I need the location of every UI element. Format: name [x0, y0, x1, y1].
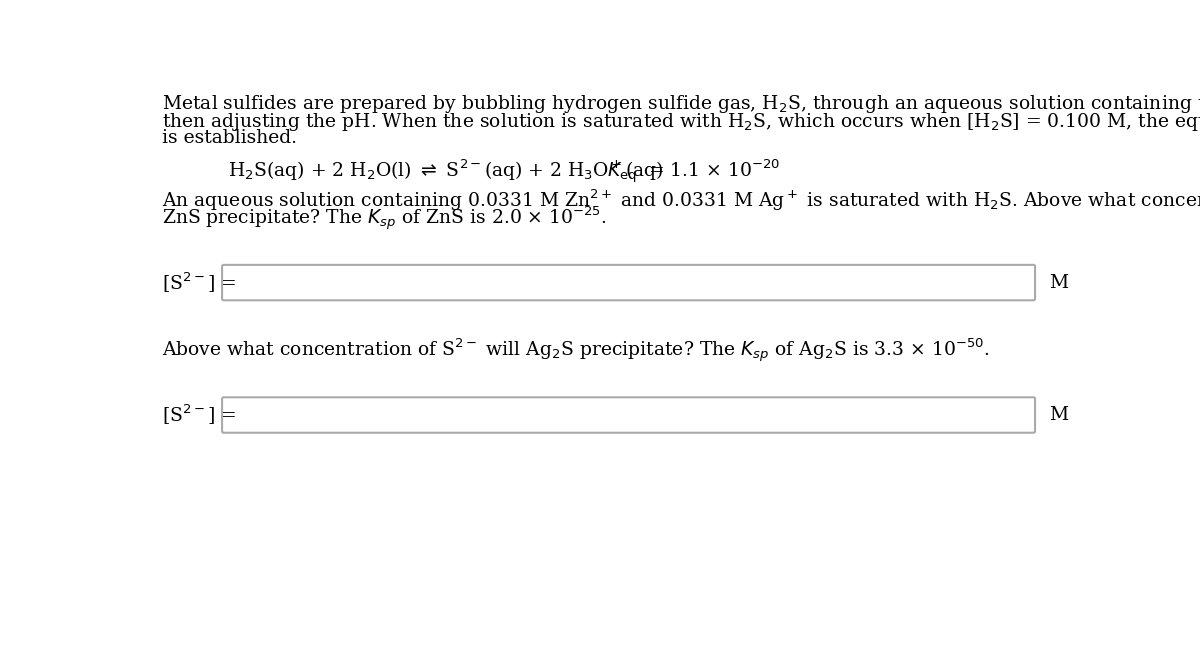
Text: [S$^{2-}$] =: [S$^{2-}$] = [162, 270, 236, 295]
Text: is established.: is established. [162, 128, 296, 146]
Text: [S$^{2-}$] =: [S$^{2-}$] = [162, 403, 236, 427]
Text: Above what concentration of S$^{2-}$ will Ag$_2$S precipitate? The $K_{sp}$ of A: Above what concentration of S$^{2-}$ wil… [162, 337, 989, 365]
Text: M: M [1049, 406, 1068, 424]
Text: An aqueous solution containing 0.0331 M Zn$^{2+}$ and 0.0331 M Ag$^+$ is saturat: An aqueous solution containing 0.0331 M … [162, 187, 1200, 213]
Text: then adjusting the pH. When the solution is saturated with H$_2$S, which occurs : then adjusting the pH. When the solution… [162, 111, 1200, 133]
Text: M: M [1049, 273, 1068, 292]
Text: H$_2$S(aq) + 2 H$_2$O(l) $\rightleftharpoons$ S$^{2-}$(aq) + 2 H$_3$O$^+$(aq): H$_2$S(aq) + 2 H$_2$O(l) $\rightleftharp… [228, 158, 662, 183]
FancyBboxPatch shape [222, 397, 1036, 433]
Text: $K_\mathrm{eq}$  = 1.1 × 10$^{-20}$: $K_\mathrm{eq}$ = 1.1 × 10$^{-20}$ [607, 158, 780, 186]
Text: Metal sulfides are prepared by bubbling hydrogen sulfide gas, H$_2$S, through an: Metal sulfides are prepared by bubbling … [162, 93, 1200, 115]
FancyBboxPatch shape [222, 265, 1036, 300]
Text: ZnS precipitate? The $K_{sp}$ of ZnS is 2.0 × 10$^{-25}$.: ZnS precipitate? The $K_{sp}$ of ZnS is … [162, 205, 607, 233]
